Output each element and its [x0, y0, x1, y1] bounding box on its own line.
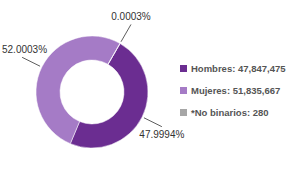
slice: [36, 36, 120, 144]
legend: Hombres: 47,847,475 Mujeres: 51,835,667 *N…: [180, 63, 286, 118]
data-label: 47.9994%: [139, 129, 184, 140]
data-labels: 47.9994% 52.0003% 0.0003%: [2, 11, 184, 139]
slices: [36, 36, 148, 148]
legend-swatch: [180, 87, 187, 94]
chart-svg: 47.9994% 52.0003% 0.0003% Hombres: 47,847,4…: [0, 0, 300, 181]
legend-label: Mujeres: 51,835,667: [191, 85, 280, 96]
chart-container: 47.9994% 52.0003% 0.0003% Hombres: 47,847,4…: [0, 0, 300, 181]
leader-line: [121, 24, 131, 41]
legend-label: *No binarios: 280: [191, 107, 269, 118]
data-label: 0.0003%: [111, 11, 151, 22]
legend-swatch: [180, 109, 187, 116]
leader-line: [144, 118, 162, 127]
legend-label: Hombres: 47,847,475: [191, 63, 286, 74]
legend-swatch: [180, 65, 187, 72]
slice: [108, 44, 120, 65]
leader-line: [22, 57, 40, 66]
data-label: 52.0003%: [2, 44, 47, 55]
